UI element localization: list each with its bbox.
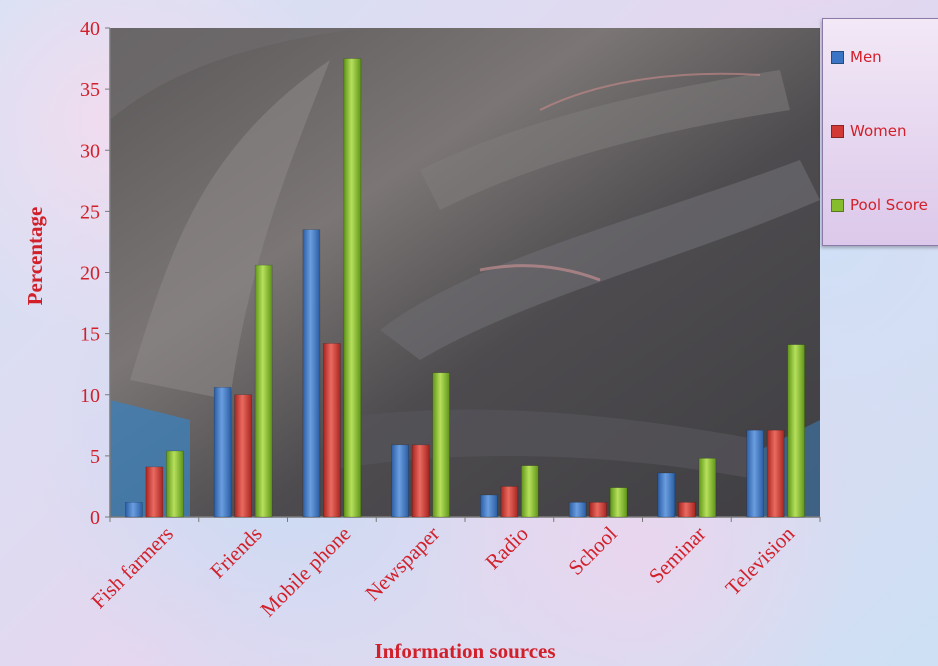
y-tick-label: 35 bbox=[80, 79, 100, 101]
y-tick-label: 10 bbox=[80, 385, 100, 407]
x-tick-label: Radio bbox=[480, 522, 532, 574]
y-tick-label: 0 bbox=[90, 507, 100, 529]
x-tick-label: School bbox=[563, 521, 621, 579]
bar-pool-score-fish-farmers bbox=[166, 450, 184, 518]
y-tick-label: 20 bbox=[80, 263, 100, 285]
bar-men-newspaper bbox=[391, 444, 409, 518]
bar-women-friends bbox=[234, 394, 252, 518]
y-axis-title: Percentage bbox=[23, 207, 47, 306]
x-tick-label: Newspaper bbox=[360, 522, 444, 606]
y-tick-label: 5 bbox=[90, 446, 100, 468]
legend-label: Men bbox=[850, 48, 882, 66]
x-tick-label: Fish farmers bbox=[86, 522, 178, 614]
bar-pool-score-friends bbox=[254, 264, 273, 518]
bar-women-seminar bbox=[678, 502, 696, 518]
y-tick-label: 25 bbox=[80, 201, 100, 223]
legend-item-pool-score: Pool Score bbox=[831, 195, 928, 215]
x-tick-label: Television bbox=[721, 521, 800, 600]
y-tick-label: 30 bbox=[80, 140, 100, 162]
x-tick-label: Mobile phone bbox=[256, 522, 356, 622]
legend-swatch bbox=[831, 50, 844, 64]
bar-pool-score-newspaper bbox=[432, 372, 450, 518]
bar-men-television bbox=[746, 429, 764, 518]
bar-pool-score-television bbox=[787, 344, 805, 518]
legend-label: Pool Score bbox=[850, 196, 928, 214]
x-tick-label: Seminar bbox=[644, 522, 710, 588]
bar-pool-score-school bbox=[609, 487, 628, 518]
bar-pool-score-mobile-phone bbox=[343, 58, 362, 518]
y-tick-label: 40 bbox=[80, 18, 100, 40]
bar-women-fish-farmers bbox=[145, 466, 164, 518]
legend-swatch bbox=[831, 198, 844, 212]
bar-women-radio bbox=[500, 486, 519, 518]
x-axis-title: Information sources bbox=[374, 639, 555, 663]
bar-men-friends bbox=[213, 387, 232, 518]
legend-item-men: Men bbox=[831, 47, 882, 67]
x-tick-label: Friends bbox=[205, 522, 267, 584]
bar-men-mobile-phone bbox=[302, 229, 321, 518]
bars bbox=[125, 58, 805, 518]
y-tick-label: 15 bbox=[80, 324, 100, 346]
bar-men-school bbox=[568, 502, 587, 518]
bar-women-newspaper bbox=[411, 444, 430, 518]
bar-pool-score-seminar bbox=[698, 458, 717, 518]
bar-men-fish-farmers bbox=[125, 502, 143, 518]
legend: Men Women Pool Score bbox=[822, 18, 938, 246]
legend-swatch bbox=[831, 124, 844, 138]
legend-label: Women bbox=[850, 122, 907, 140]
bar-men-seminar bbox=[657, 472, 676, 518]
bar-men-radio bbox=[480, 494, 498, 518]
bar-women-school bbox=[589, 502, 607, 518]
bar-women-television bbox=[766, 429, 785, 518]
bar-pool-score-radio bbox=[521, 465, 539, 518]
bar-women-mobile-phone bbox=[323, 343, 341, 518]
legend-item-women: Women bbox=[831, 121, 906, 141]
